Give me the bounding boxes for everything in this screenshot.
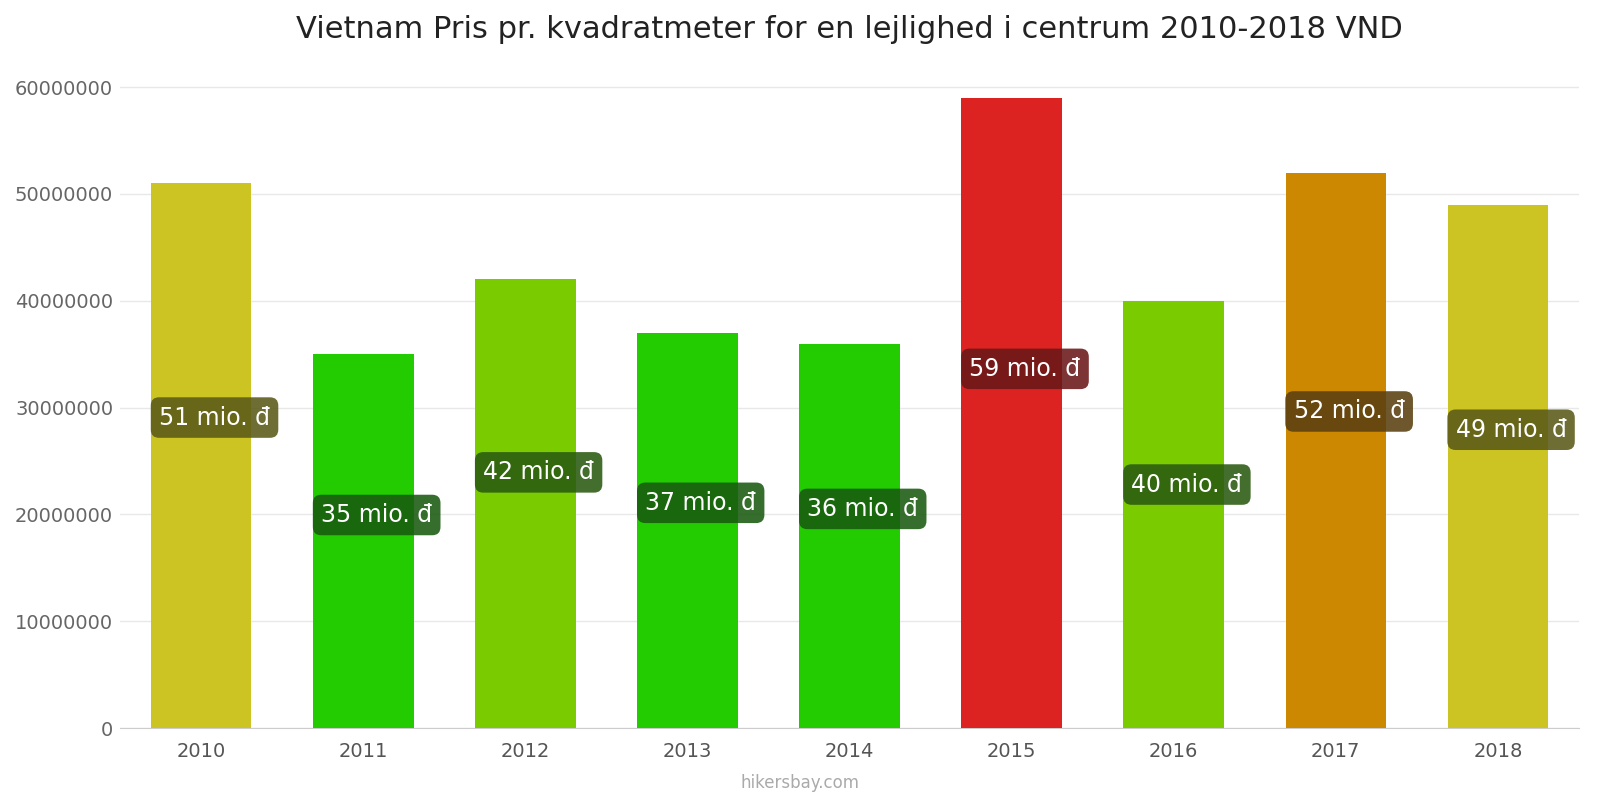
- Text: 37 mio. đ: 37 mio. đ: [645, 491, 757, 515]
- Bar: [800, 343, 899, 728]
- Text: 59 mio. đ: 59 mio. đ: [970, 357, 1080, 381]
- Bar: [637, 333, 738, 728]
- Bar: [1285, 173, 1386, 728]
- Bar: [314, 354, 413, 728]
- Text: 42 mio. đ: 42 mio. đ: [483, 460, 594, 484]
- Text: 51 mio. đ: 51 mio. đ: [158, 406, 270, 430]
- Bar: [150, 183, 251, 728]
- Title: Vietnam Pris pr. kvadratmeter for en lejlighed i centrum 2010-2018 VND: Vietnam Pris pr. kvadratmeter for en lej…: [296, 15, 1403, 44]
- Text: 52 mio. đ: 52 mio. đ: [1293, 399, 1405, 423]
- Text: 49 mio. đ: 49 mio. đ: [1456, 418, 1566, 442]
- Text: hikersbay.com: hikersbay.com: [741, 774, 859, 792]
- Bar: [475, 279, 576, 728]
- Text: 35 mio. đ: 35 mio. đ: [322, 503, 432, 527]
- Bar: [1123, 301, 1224, 728]
- Bar: [1448, 205, 1549, 728]
- Bar: [962, 98, 1062, 728]
- Text: 40 mio. đ: 40 mio. đ: [1131, 473, 1242, 497]
- Text: 36 mio. đ: 36 mio. đ: [808, 497, 918, 521]
